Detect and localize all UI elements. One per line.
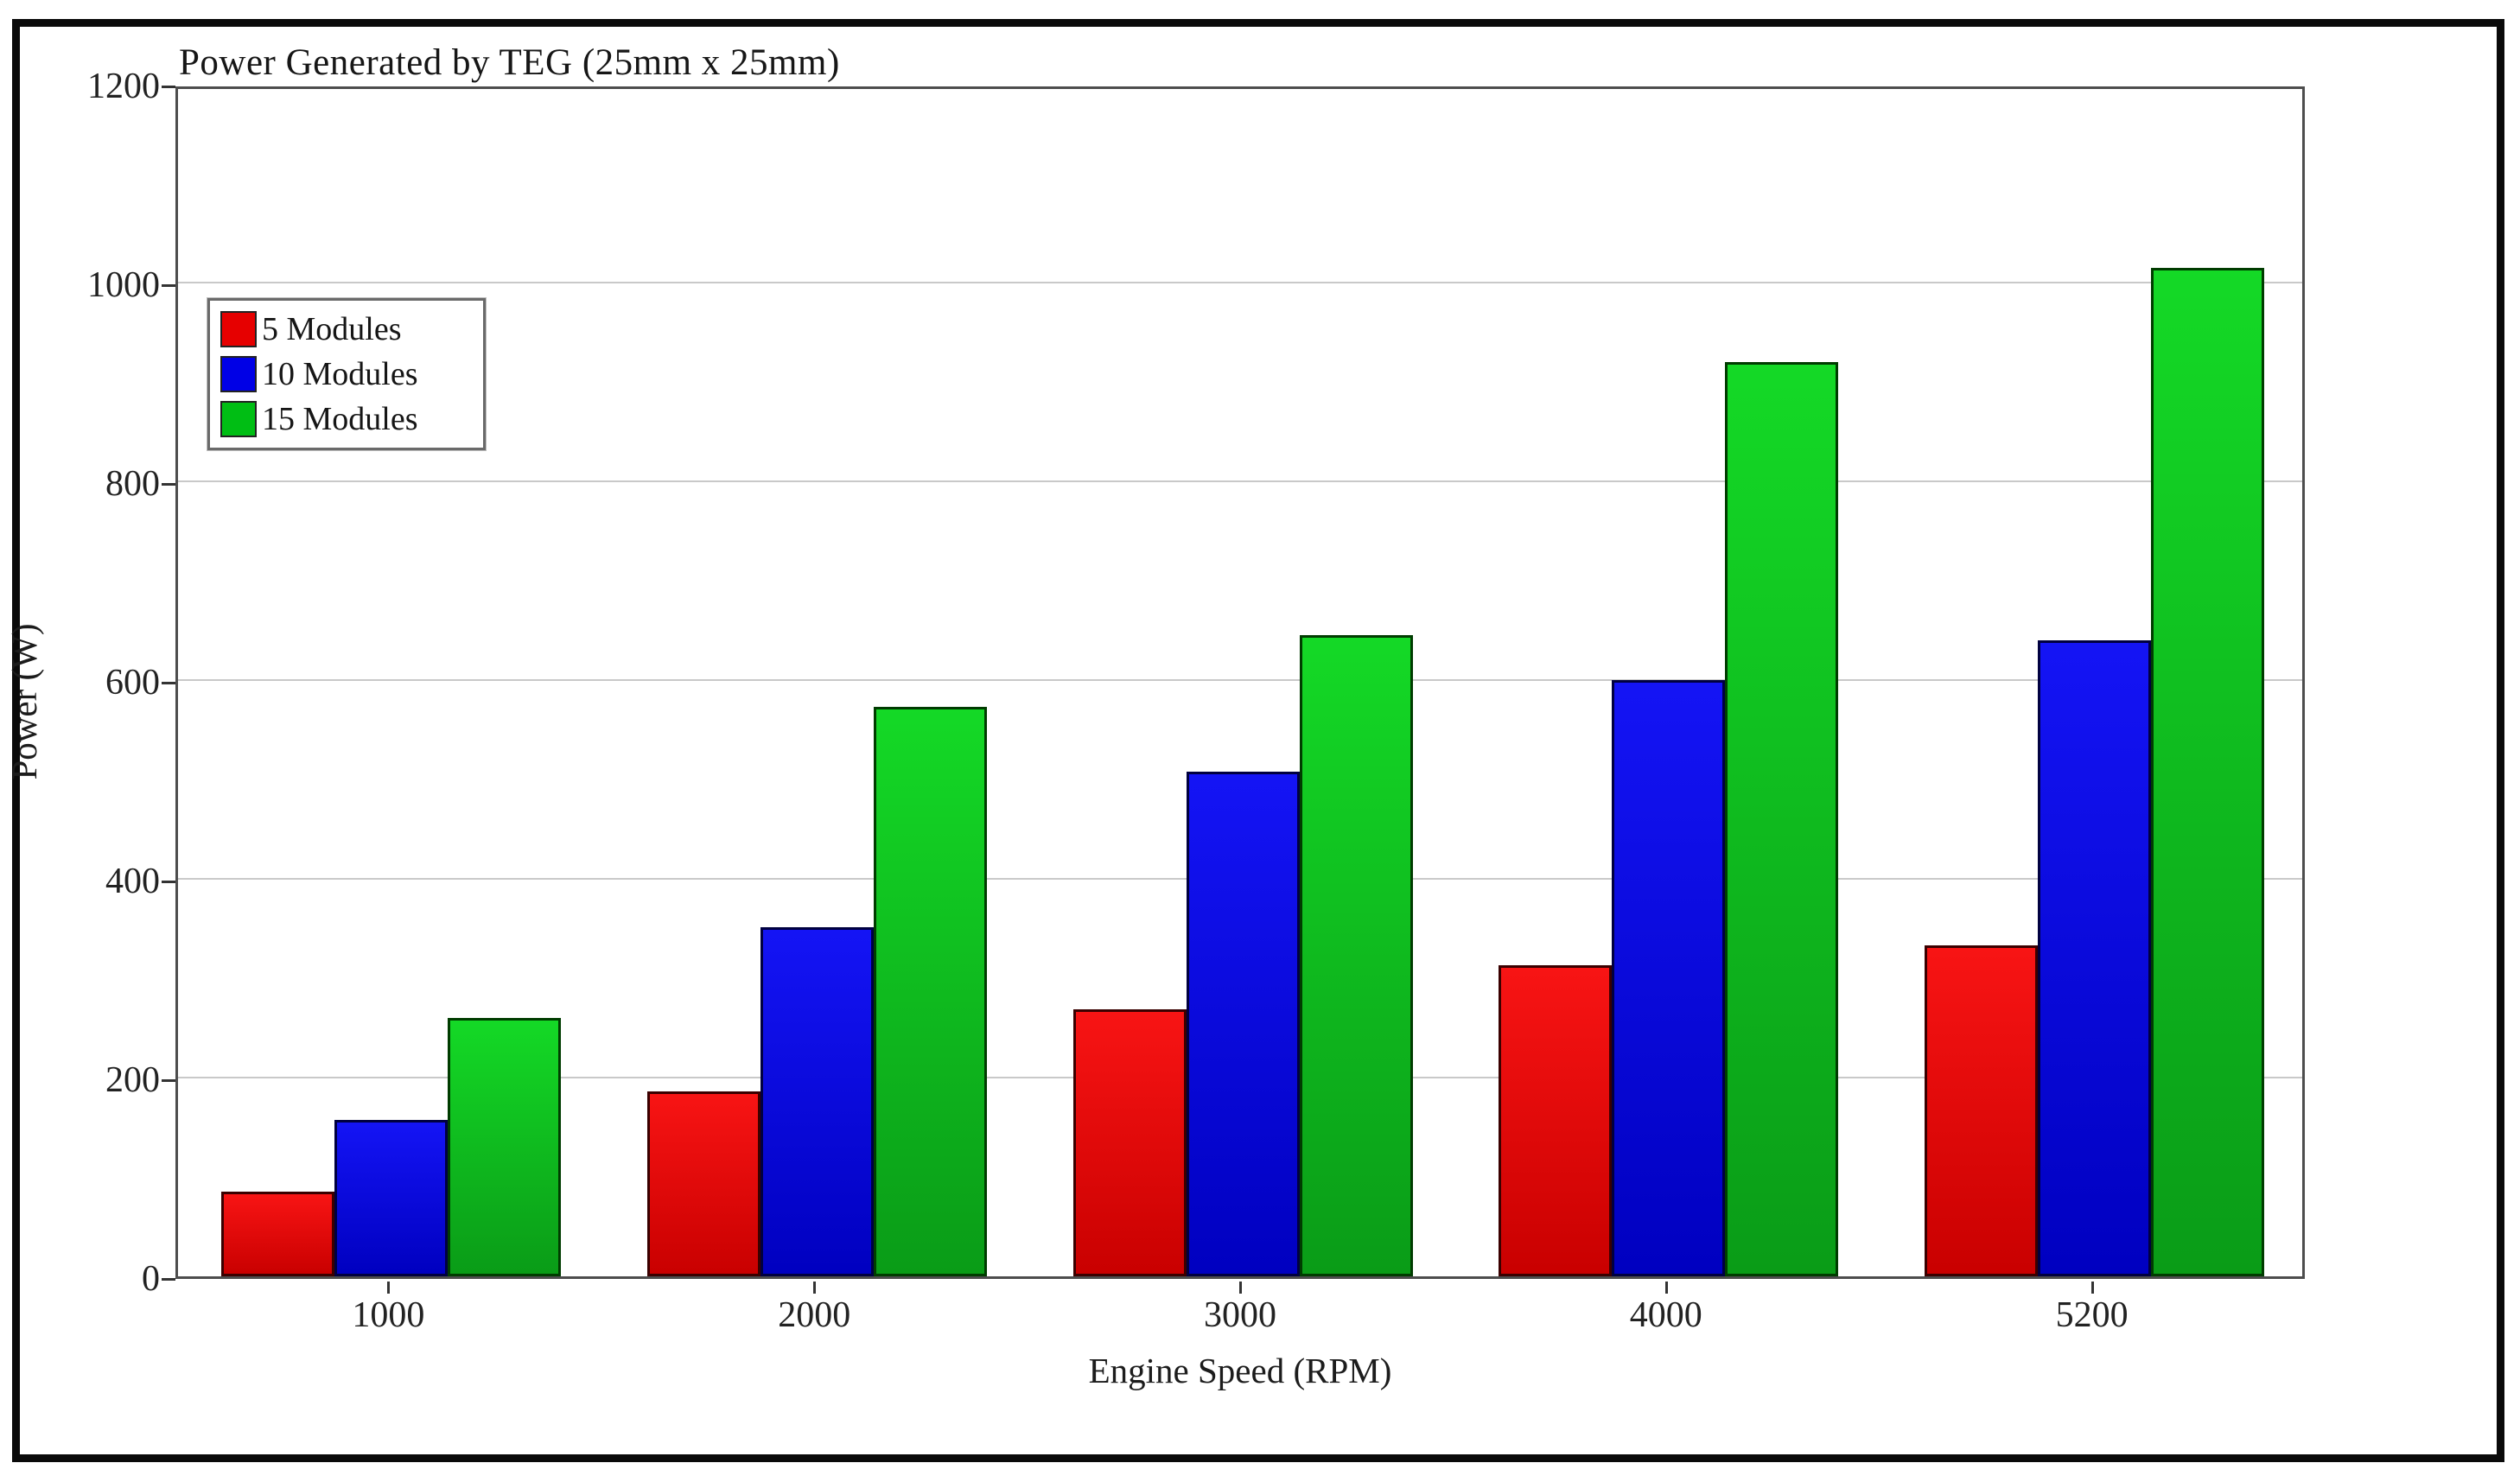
legend-swatch-blue bbox=[220, 356, 257, 392]
y-tick-mark bbox=[162, 1278, 175, 1281]
plot-area bbox=[175, 86, 2305, 1279]
x-tick-mark bbox=[1664, 1282, 1668, 1294]
y-tick-label-1000: 1000 bbox=[87, 265, 160, 305]
y-axis-title: Power (W) bbox=[4, 623, 44, 780]
legend-item: 10 Modules bbox=[220, 354, 473, 394]
legend: 5 Modules 10 Modules 15 Modules bbox=[207, 297, 487, 451]
bar-10-modules-3000rpm bbox=[1186, 772, 1300, 1276]
legend-label: 10 Modules bbox=[262, 356, 418, 392]
y-tick-label-800: 800 bbox=[105, 464, 160, 504]
x-tick-label-2000: 2000 bbox=[778, 1295, 851, 1335]
bar-5-modules-2000rpm bbox=[646, 1091, 760, 1276]
y-tick-label-0: 0 bbox=[142, 1259, 160, 1299]
y-tick-label-400: 400 bbox=[105, 862, 160, 901]
x-tick-label-5200: 5200 bbox=[2055, 1295, 2129, 1335]
bar-5-modules-3000rpm bbox=[1072, 1009, 1187, 1276]
x-tick-mark bbox=[387, 1282, 391, 1294]
bar-15-modules-1000rpm bbox=[447, 1018, 561, 1276]
bar-10-modules-4000rpm bbox=[1612, 680, 1726, 1276]
legend-label: 15 Modules bbox=[262, 401, 418, 437]
legend-label: 5 Modules bbox=[262, 311, 402, 347]
bar-10-modules-5200rpm bbox=[2038, 640, 2152, 1276]
bar-15-modules-5200rpm bbox=[2151, 268, 2265, 1276]
x-tick-label-1000: 1000 bbox=[352, 1295, 425, 1335]
gridline-1000 bbox=[178, 282, 2302, 283]
gridline-800 bbox=[178, 480, 2302, 482]
x-axis-title: Engine Speed (RPM) bbox=[1088, 1351, 1392, 1390]
legend-swatch-green bbox=[220, 401, 257, 437]
y-tick-mark bbox=[162, 682, 175, 684]
x-tick-label-3000: 3000 bbox=[1204, 1295, 1276, 1335]
y-tick-mark bbox=[162, 483, 175, 486]
y-tick-label-200: 200 bbox=[105, 1060, 160, 1100]
gridline-600 bbox=[178, 679, 2302, 681]
bar-15-modules-3000rpm bbox=[1299, 635, 1413, 1276]
y-tick-mark bbox=[162, 881, 175, 883]
bar-5-modules-5200rpm bbox=[1925, 945, 2039, 1276]
x-tick-mark bbox=[1239, 1282, 1242, 1294]
legend-item: 15 Modules bbox=[220, 399, 473, 439]
bar-10-modules-2000rpm bbox=[760, 927, 874, 1276]
chart-title: Power Generated by TEG (25mm x 25mm) bbox=[179, 42, 840, 83]
bar-5-modules-1000rpm bbox=[220, 1192, 334, 1276]
y-tick-mark bbox=[162, 1079, 175, 1082]
bar-15-modules-2000rpm bbox=[873, 707, 987, 1276]
y-tick-label-600: 600 bbox=[105, 663, 160, 703]
legend-swatch-red bbox=[220, 311, 257, 347]
x-tick-mark bbox=[813, 1282, 817, 1294]
x-tick-mark bbox=[2090, 1282, 2094, 1294]
bar-5-modules-4000rpm bbox=[1499, 965, 1613, 1276]
x-tick-label-4000: 4000 bbox=[1629, 1295, 1702, 1335]
legend-item: 5 Modules bbox=[220, 309, 473, 349]
y-tick-label-1200: 1200 bbox=[87, 67, 160, 106]
bar-10-modules-1000rpm bbox=[334, 1120, 448, 1276]
y-tick-mark bbox=[162, 284, 175, 287]
y-tick-mark bbox=[162, 86, 175, 88]
bar-15-modules-4000rpm bbox=[1725, 362, 1839, 1276]
